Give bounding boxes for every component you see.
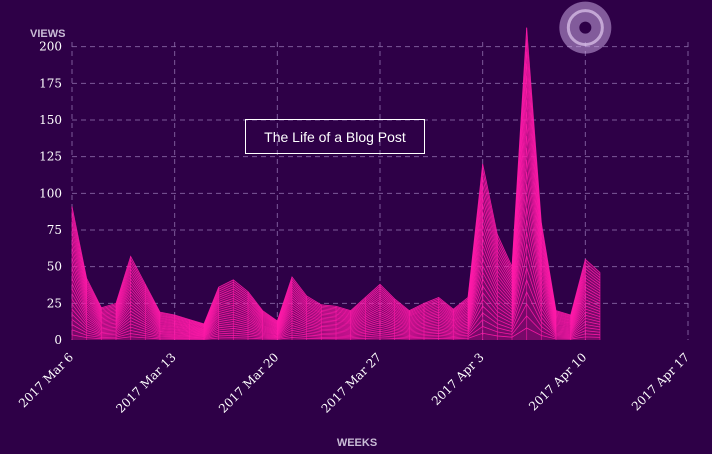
peak-highlight (559, 1, 612, 54)
grid-lines (71, 42, 689, 340)
y-axis-ticks: 0 25 50 75 100 125 150 175 200 (39, 40, 62, 347)
x-axis-title: WEEKS (337, 437, 377, 449)
y-tick-label: 0 (54, 333, 62, 347)
series-area (71, 27, 601, 340)
y-tick-label: 25 (47, 296, 62, 310)
y-tick-label: 125 (39, 150, 62, 164)
y-tick-label: 175 (39, 76, 62, 90)
chart-annotation: The Life of a Blog Post (245, 119, 425, 154)
y-tick-label: 50 (47, 260, 62, 274)
peak-ring (566, 9, 604, 47)
y-tick-label: 75 (47, 223, 62, 237)
peak-marker (579, 21, 592, 34)
y-axis-title: VIEWS (30, 28, 65, 40)
y-tick-label: 200 (39, 40, 62, 54)
y-tick-label: 100 (39, 186, 62, 200)
y-tick-label: 150 (39, 113, 62, 127)
